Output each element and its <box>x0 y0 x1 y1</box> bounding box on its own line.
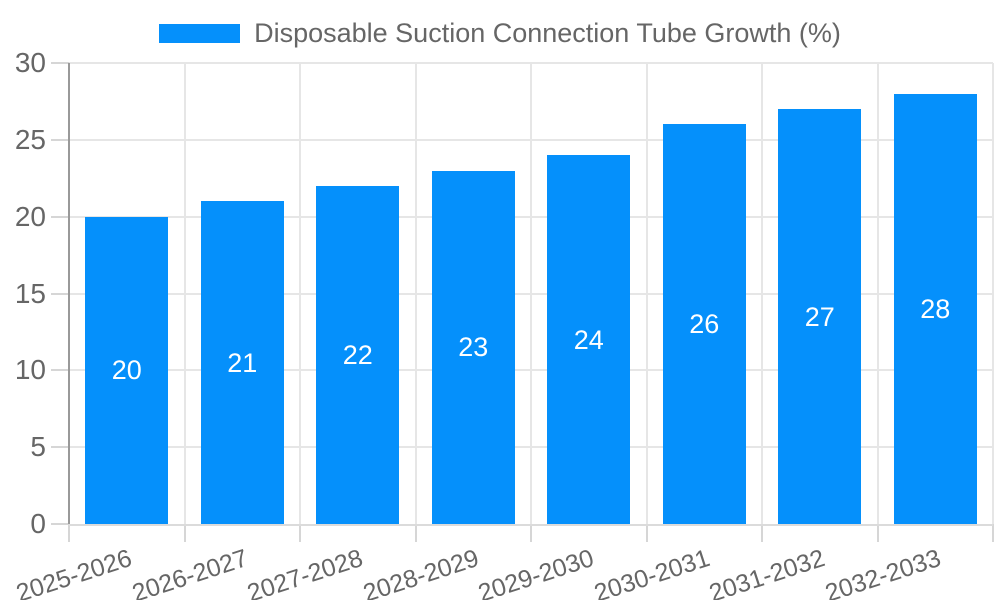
gridline-vertical <box>645 63 648 524</box>
x-axis-tick <box>68 524 70 542</box>
bar[interactable] <box>893 93 977 524</box>
x-axis-tick <box>992 524 994 542</box>
bar[interactable] <box>431 170 515 524</box>
legend[interactable]: Disposable Suction Connection Tube Growt… <box>0 18 1000 48</box>
x-axis-tick <box>530 524 532 542</box>
gridline-vertical <box>876 63 879 524</box>
x-axis-line <box>69 524 993 526</box>
bar[interactable] <box>662 124 746 524</box>
y-tick-label: 10 <box>14 354 46 386</box>
y-axis-tick <box>51 369 69 372</box>
bar[interactable] <box>85 216 169 524</box>
y-axis-tick <box>51 292 69 295</box>
x-tick-label: 2029-2030 <box>475 544 598 600</box>
gridline-vertical <box>992 63 994 524</box>
legend-label: Disposable Suction Connection Tube Growt… <box>254 18 841 48</box>
y-axis-tick <box>51 446 69 449</box>
x-tick-label: 2030-2031 <box>590 544 713 600</box>
y-axis-tick <box>51 138 69 141</box>
x-tick-label: 2025-2026 <box>13 544 136 600</box>
gridline-vertical <box>761 63 763 524</box>
x-tick-label: 2031-2032 <box>706 544 829 600</box>
y-tick-label: 25 <box>14 123 46 155</box>
bar[interactable] <box>778 109 862 524</box>
x-axis-tick <box>299 524 301 542</box>
x-axis-tick <box>876 524 879 542</box>
gridline-vertical <box>299 63 301 524</box>
y-axis-line <box>68 63 70 524</box>
x-axis-tick <box>414 524 417 542</box>
x-axis-tick <box>183 524 186 542</box>
x-tick-label: 2028-2029 <box>359 544 482 600</box>
y-tick-label: 30 <box>14 47 46 78</box>
bar[interactable] <box>547 155 631 524</box>
gridline-vertical <box>183 63 186 524</box>
x-tick-label: 2027-2028 <box>244 544 367 600</box>
bar[interactable] <box>316 185 400 524</box>
y-tick-label: 5 <box>30 431 46 463</box>
x-axis-tick <box>645 524 648 542</box>
y-tick-label: 20 <box>14 200 46 232</box>
x-axis-tick <box>761 524 763 542</box>
x-tick-label: 2026-2027 <box>128 544 251 600</box>
y-axis-tick <box>51 215 69 218</box>
gridline-vertical <box>530 63 532 524</box>
legend-swatch <box>159 23 241 43</box>
y-axis-tick <box>51 523 69 525</box>
y-tick-label: 15 <box>14 277 46 309</box>
gridline-vertical <box>414 63 417 524</box>
bar[interactable] <box>200 201 284 524</box>
y-tick-label: 0 <box>30 508 46 539</box>
y-axis-tick <box>51 62 69 64</box>
x-tick-label: 2032-2033 <box>821 544 944 600</box>
